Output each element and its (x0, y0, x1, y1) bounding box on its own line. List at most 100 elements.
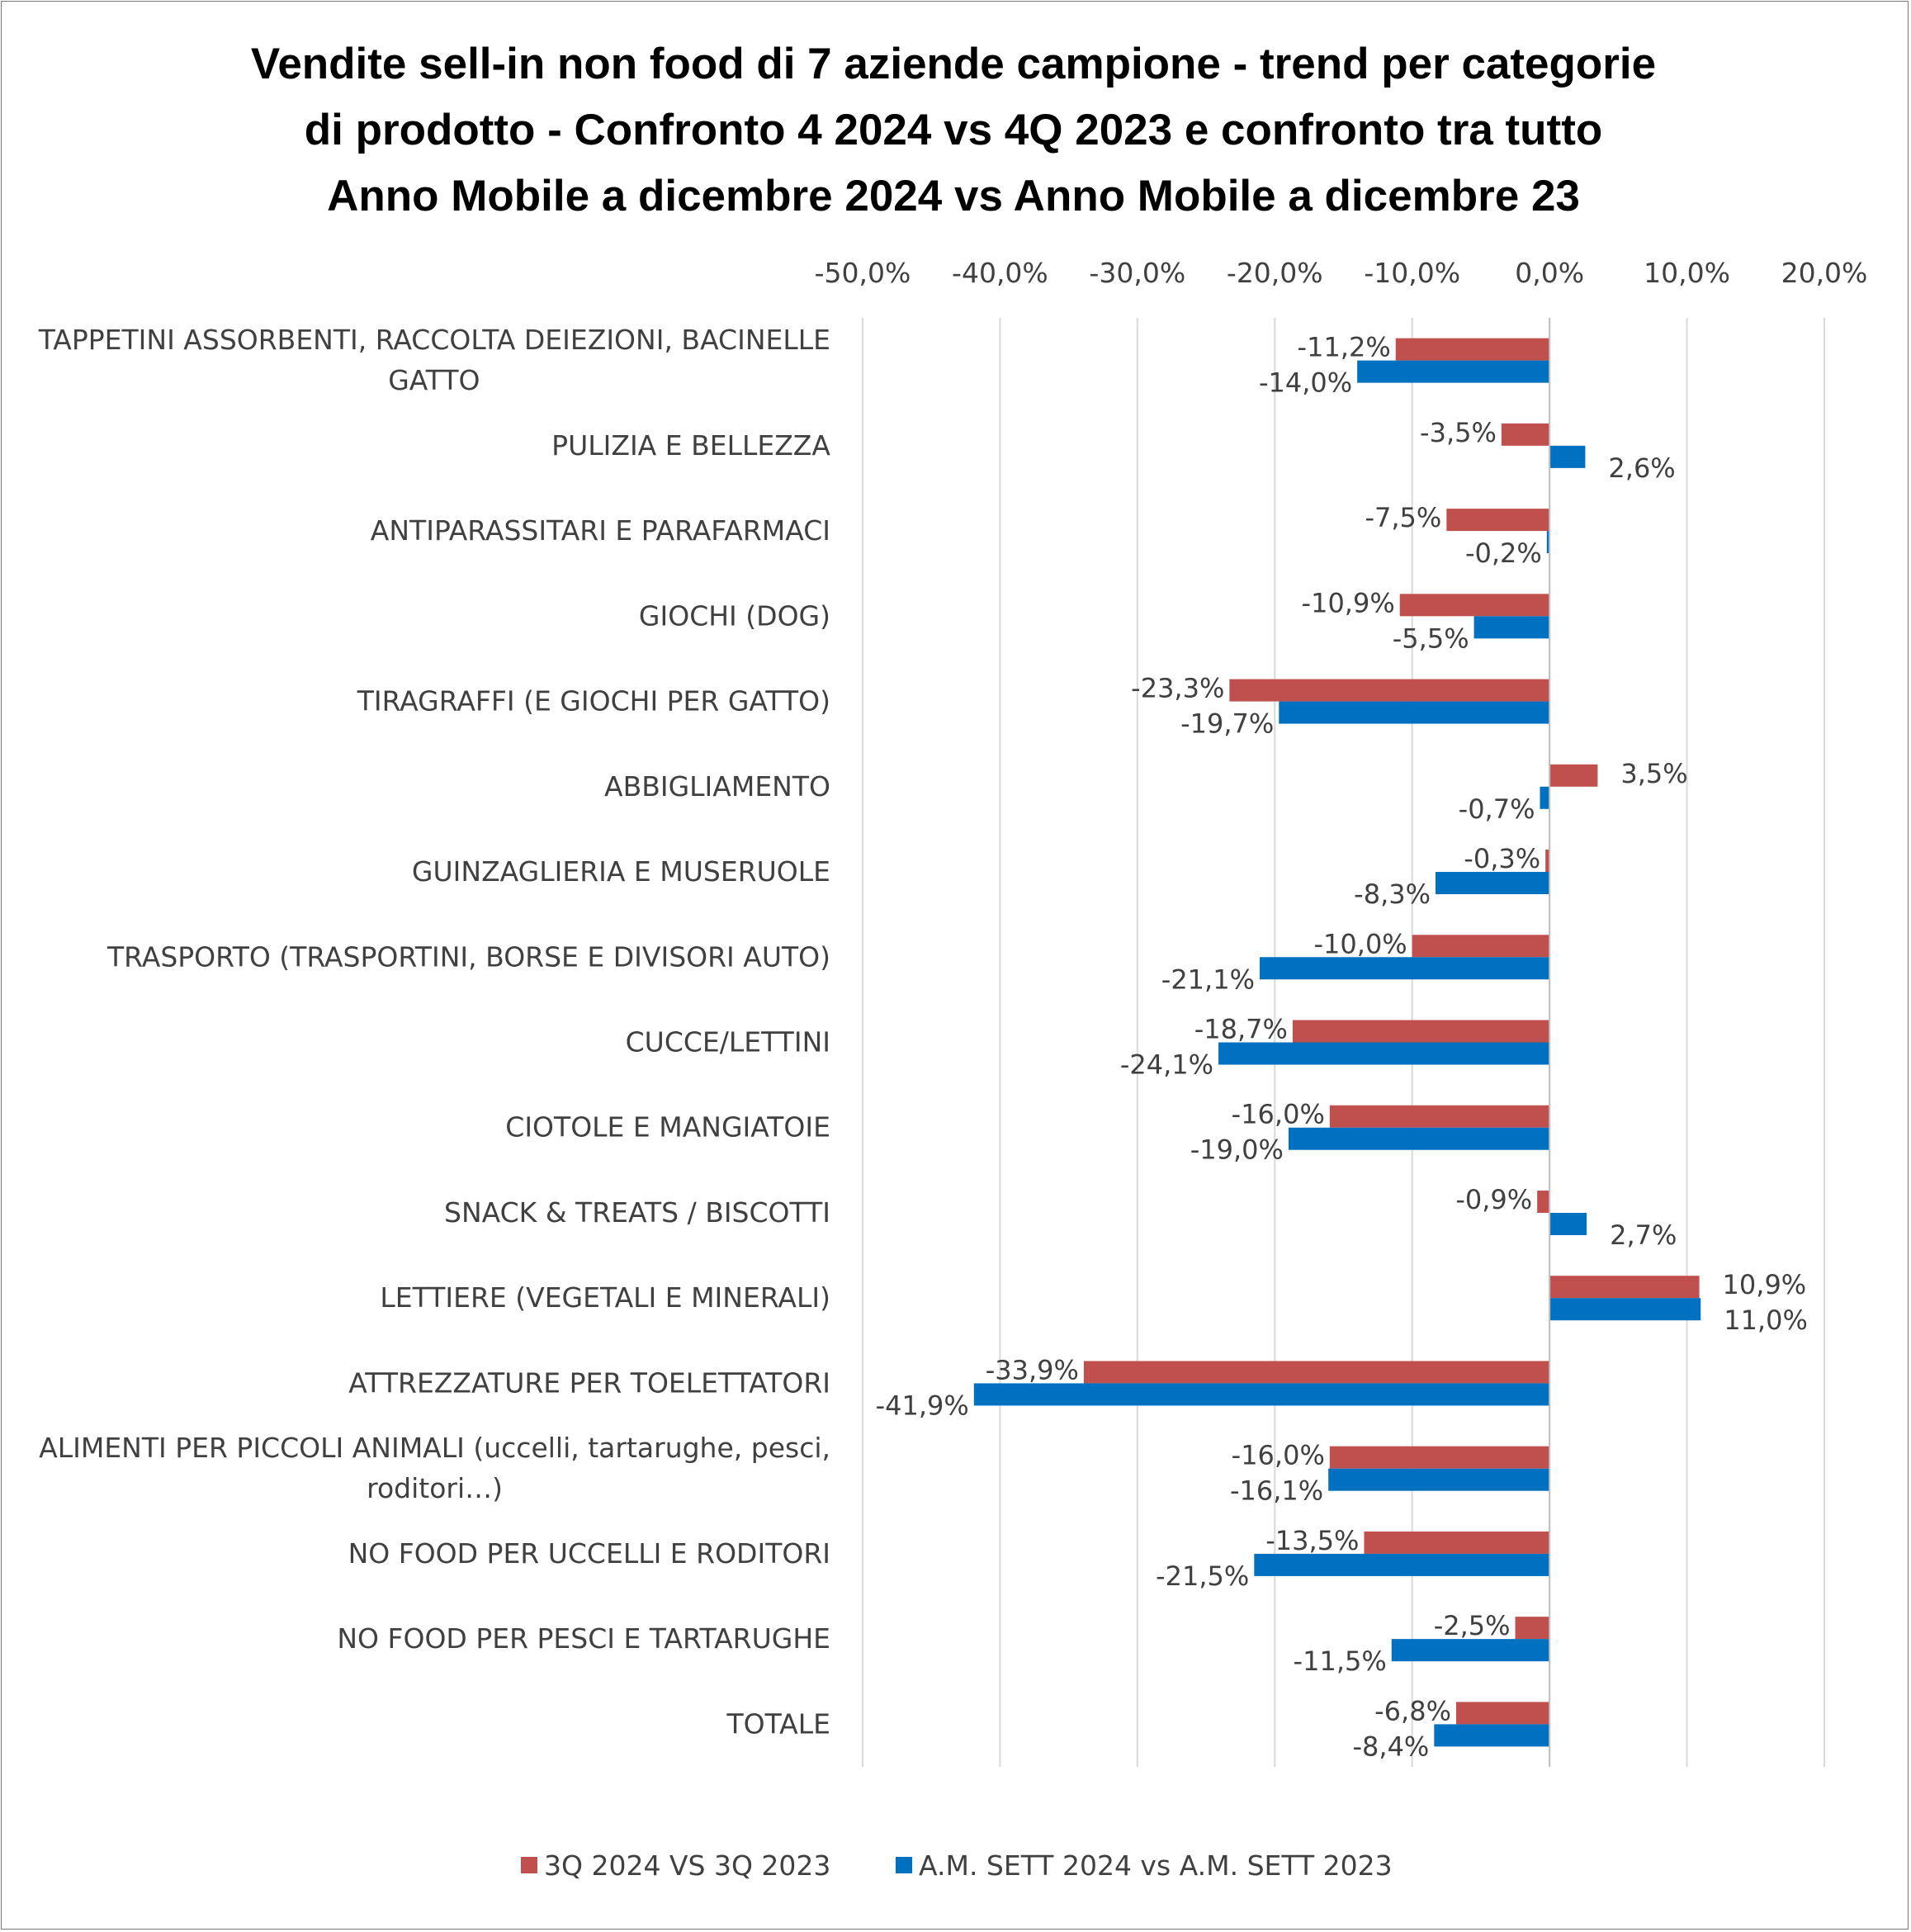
data-label-am: -5,5% (1393, 623, 1469, 654)
data-label-3q: -16,0% (1232, 1099, 1325, 1130)
x-tick-label: -10,0% (1364, 257, 1460, 289)
data-label-am: -41,9% (876, 1390, 969, 1421)
bar-am (1391, 1639, 1550, 1662)
bar-3q (1545, 850, 1550, 873)
category-labels: TAPPETINI ASSORBENTI, RACCOLTA DEIEZIONI… (38, 324, 831, 1740)
bar-am (973, 1383, 1550, 1406)
data-label-am: -8,4% (1352, 1731, 1429, 1762)
category-label: TAPPETINI ASSORBENTI, RACCOLTA DEIEZIONI… (38, 324, 830, 356)
chart-title: Vendite sell-in non food di 7 aziende ca… (251, 40, 1656, 220)
bar-am (1434, 1724, 1550, 1747)
data-label-3q: -10,9% (1302, 587, 1395, 618)
bar-am (1279, 701, 1550, 724)
data-label-3q: -3,5% (1420, 417, 1497, 448)
data-label-3q: -18,7% (1194, 1014, 1288, 1045)
data-label-3q: -0,3% (1464, 843, 1540, 874)
bar-3q (1515, 1617, 1550, 1640)
x-tick-label: 20,0% (1781, 257, 1868, 289)
category-label: ATTREZZATURE PER TOELETTATORI (348, 1366, 830, 1399)
bar-3q (1329, 1446, 1550, 1469)
bar-3q (1292, 1020, 1550, 1043)
bar-am (1288, 1127, 1550, 1150)
data-labels: -11,2% -14,0% -3,5% 2,6% -7,5% -0,2% -10,9% -5,… (876, 332, 1808, 1763)
bar-am (1549, 1298, 1701, 1321)
bar-3q (1364, 1531, 1550, 1554)
data-label-3q: -7,5% (1365, 502, 1441, 533)
data-label-am: -16,1% (1230, 1475, 1323, 1507)
data-label-3q: -0,9% (1455, 1184, 1532, 1215)
data-label-am: -14,0% (1259, 367, 1352, 399)
data-label-am: 11,0% (1724, 1305, 1808, 1336)
bar-3q (1501, 423, 1550, 446)
data-label-am: -19,7% (1180, 708, 1274, 740)
legend: 3Q 2024 VS 3Q 2023 A.M. SETT 2024 vs A.M.… (521, 1849, 1393, 1882)
data-label-am: 2,6% (1608, 452, 1675, 484)
data-label-3q: 10,9% (1723, 1269, 1807, 1300)
x-tick-label: -20,0% (1227, 257, 1323, 289)
category-label: SNACK & TREATS / BISCOTTI (444, 1196, 830, 1229)
bar-3q (1549, 1276, 1700, 1299)
x-tick-label: -40,0% (952, 257, 1048, 289)
data-label-am: -0,7% (1459, 793, 1535, 825)
bar-am (1436, 872, 1550, 895)
category-label: LETTIERE (VEGETALI E MINERALI) (380, 1281, 830, 1314)
data-label-am: 2,7% (1610, 1219, 1677, 1251)
category-label: CIOTOLE E MANGIATOIE (505, 1111, 830, 1144)
category-label: NO FOOD PER PESCI E TARTARUGHE (337, 1622, 830, 1655)
data-label-am: -11,5% (1294, 1646, 1387, 1677)
data-label-3q: -23,3% (1131, 673, 1224, 704)
category-label: NO FOOD PER UCCELLI E RODITORI (348, 1537, 830, 1570)
data-label-3q: 3,5% (1620, 758, 1687, 789)
bar-am (1357, 360, 1550, 383)
category-label: TOTALE (726, 1707, 830, 1740)
data-label-3q: -33,9% (986, 1354, 1079, 1385)
data-label-3q: -11,2% (1298, 332, 1391, 363)
data-label-3q: -16,0% (1232, 1440, 1325, 1471)
bar-am (1218, 1042, 1550, 1065)
chart-title-line-3: Anno Mobile a dicembre 2024 vs Anno Mobi… (327, 172, 1580, 220)
data-label-3q: -13,5% (1265, 1525, 1359, 1556)
bar-am (1546, 531, 1550, 554)
legend-swatch-am (896, 1857, 912, 1873)
data-label-am: -24,1% (1120, 1049, 1213, 1081)
category-label: ABBIGLIAMENTO (604, 770, 830, 803)
bar-3q (1395, 338, 1550, 361)
legend-label-am: A.M. SETT 2024 vs A.M. SETT 2023 (919, 1849, 1393, 1882)
category-label: GATTO (388, 364, 480, 396)
bar-3q (1549, 764, 1598, 787)
data-label-am: -0,2% (1465, 537, 1542, 569)
x-tick-label: -30,0% (1089, 257, 1185, 289)
chart-title-line-2: di prodotto - Confronto 4 2024 vs 4Q 202… (305, 106, 1602, 154)
bars (973, 338, 1701, 1747)
bar-am (1259, 957, 1550, 980)
bar-3q (1329, 1105, 1550, 1128)
category-label: GUINZAGLIERIA E MUSERUOLE (412, 855, 830, 888)
data-label-3q: -6,8% (1374, 1695, 1451, 1726)
bar-am (1328, 1468, 1550, 1491)
data-label-am: -21,5% (1156, 1560, 1249, 1592)
bar-3q (1537, 1190, 1550, 1213)
category-label: ANTIPARASSITARI E PARAFARMACI (371, 514, 830, 547)
bar-3q (1412, 935, 1550, 958)
x-tick-label: 0,0% (1515, 257, 1584, 289)
bar-3q (1446, 509, 1550, 532)
category-label: roditori…) (367, 1472, 503, 1504)
category-label: ALIMENTI PER PICCOLI ANIMALI (uccelli, t… (39, 1432, 830, 1464)
bar-am (1549, 445, 1586, 468)
category-label: PULIZIA E BELLEZZA (551, 429, 830, 462)
legend-swatch-3q (521, 1857, 537, 1873)
bar-am (1540, 786, 1550, 809)
data-label-am: -21,1% (1161, 964, 1255, 995)
bar-3q (1229, 679, 1550, 702)
data-label-3q: -2,5% (1434, 1610, 1511, 1641)
x-axis-tick-labels: -50,0% -40,0% -30,0% -20,0% -10,0% 0,0% 10,0% 2… (815, 257, 1868, 289)
x-tick-label: -50,0% (815, 257, 911, 289)
category-label: CUCCE/LETTINI (626, 1026, 830, 1058)
category-label: TIRAGRAFFI (E GIOCHI PER GATTO) (357, 685, 830, 717)
legend-label-3q: 3Q 2024 VS 3Q 2023 (544, 1849, 830, 1882)
bar-3q (1455, 1702, 1550, 1725)
category-label: GIOCHI (DOG) (639, 599, 830, 632)
bar-am (1473, 616, 1550, 639)
